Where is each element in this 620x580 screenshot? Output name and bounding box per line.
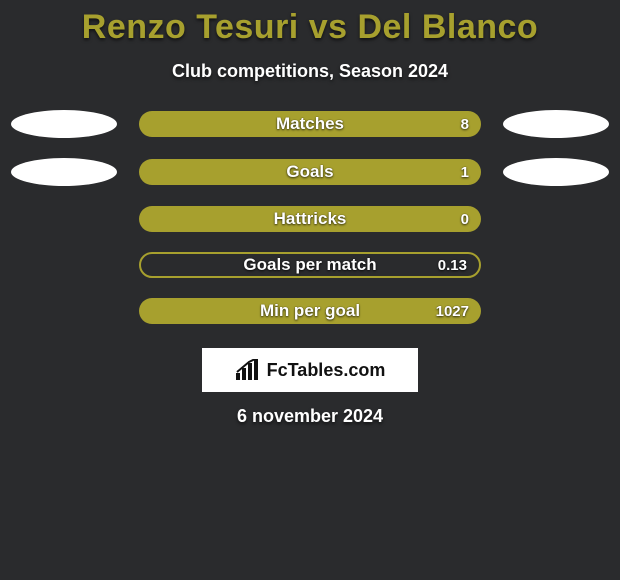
stat-bar: Min per goal 1027: [139, 298, 481, 324]
stat-row: Matches 8: [0, 110, 620, 138]
stat-label: Goals: [286, 162, 333, 182]
stat-bar: Matches 8: [139, 111, 481, 137]
stat-label: Hattricks: [274, 209, 347, 229]
page-title: Renzo Tesuri vs Del Blanco: [0, 8, 620, 47]
stat-label: Goals per match: [243, 255, 376, 275]
player-oval-right: [503, 110, 609, 138]
stat-rows: Matches 8 Goals 1 Hattricks 0 Goals per match 0…: [0, 110, 620, 324]
stat-row: Hattricks 0: [0, 206, 620, 232]
stat-value: 0: [461, 206, 469, 232]
stat-value: 1: [461, 159, 469, 185]
stat-bar: Goals per match 0.13: [139, 252, 481, 278]
stat-value: 0.13: [438, 254, 467, 276]
left-slot: [9, 110, 119, 138]
player-oval-left: [11, 158, 117, 186]
stat-row: Min per goal 1027: [0, 298, 620, 324]
brand-badge: FcTables.com: [202, 348, 418, 392]
player-oval-left: [11, 110, 117, 138]
right-slot: [501, 110, 611, 138]
stats-card: Renzo Tesuri vs Del Blanco Club competit…: [0, 0, 620, 427]
brand-text: FcTables.com: [267, 360, 386, 381]
subtitle: Club competitions, Season 2024: [0, 61, 620, 82]
stat-bar: Hattricks 0: [139, 206, 481, 232]
right-slot: [501, 158, 611, 186]
player-oval-right: [503, 158, 609, 186]
bars-icon: [235, 359, 261, 381]
stat-label: Matches: [276, 114, 344, 134]
stat-bar: Goals 1: [139, 159, 481, 185]
stat-value: 8: [461, 111, 469, 137]
stat-row: Goals 1: [0, 158, 620, 186]
stat-label: Min per goal: [260, 301, 360, 321]
stat-value: 1027: [436, 298, 469, 324]
left-slot: [9, 158, 119, 186]
date-text: 6 november 2024: [0, 406, 620, 427]
stat-row: Goals per match 0.13: [0, 252, 620, 278]
